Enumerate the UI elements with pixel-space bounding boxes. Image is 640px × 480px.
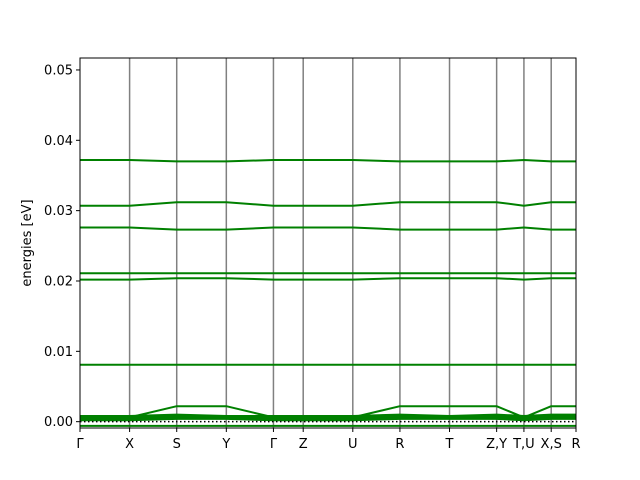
band-line-8 [80, 277, 576, 281]
x-tick-label: R [571, 437, 580, 452]
y-tick-label: 0.04 [44, 134, 73, 149]
x-tick-label: R [395, 437, 404, 452]
band-line-6 [80, 405, 576, 419]
band-line-5 [80, 413, 576, 417]
x-tick-label: Z [299, 437, 308, 452]
x-tick-label: X [125, 437, 134, 452]
kpoint-lines [128, 58, 552, 428]
x-tick-label: Γ [76, 437, 84, 452]
y-tick-label: 0.02 [44, 274, 73, 289]
y-axis-label: energies [eV] [20, 199, 35, 286]
band-line-3 [80, 416, 576, 420]
x-tick-label: Z,Y [486, 437, 507, 452]
band-line-2 [80, 417, 576, 422]
x-tick-label: Γ [270, 437, 278, 452]
plot-frame [79, 57, 577, 429]
y-axis-ticks: 0.00 0.01 0.02 0.03 0.04 0.05 [44, 63, 80, 430]
y-tick-label: 0.03 [44, 204, 73, 219]
band-line-10 [80, 226, 576, 231]
x-axis-ticks: Γ X S Y Γ Z U R T Z,Y T,U X,S R [76, 428, 581, 452]
x-tick-label: T [445, 437, 454, 452]
y-tick-label: 0.01 [44, 345, 73, 360]
x-tick-label: X,S [541, 437, 562, 452]
y-tick-label: 0.00 [44, 415, 73, 430]
band-line-12 [80, 159, 576, 163]
x-tick-label: T,U [512, 437, 535, 452]
x-tick-label: U [348, 437, 358, 452]
x-tick-label: S [173, 437, 181, 452]
y-tick-label: 0.05 [44, 63, 73, 78]
x-tick-label: Y [221, 437, 230, 452]
band-line-11 [80, 201, 576, 207]
band-lines [80, 159, 576, 427]
